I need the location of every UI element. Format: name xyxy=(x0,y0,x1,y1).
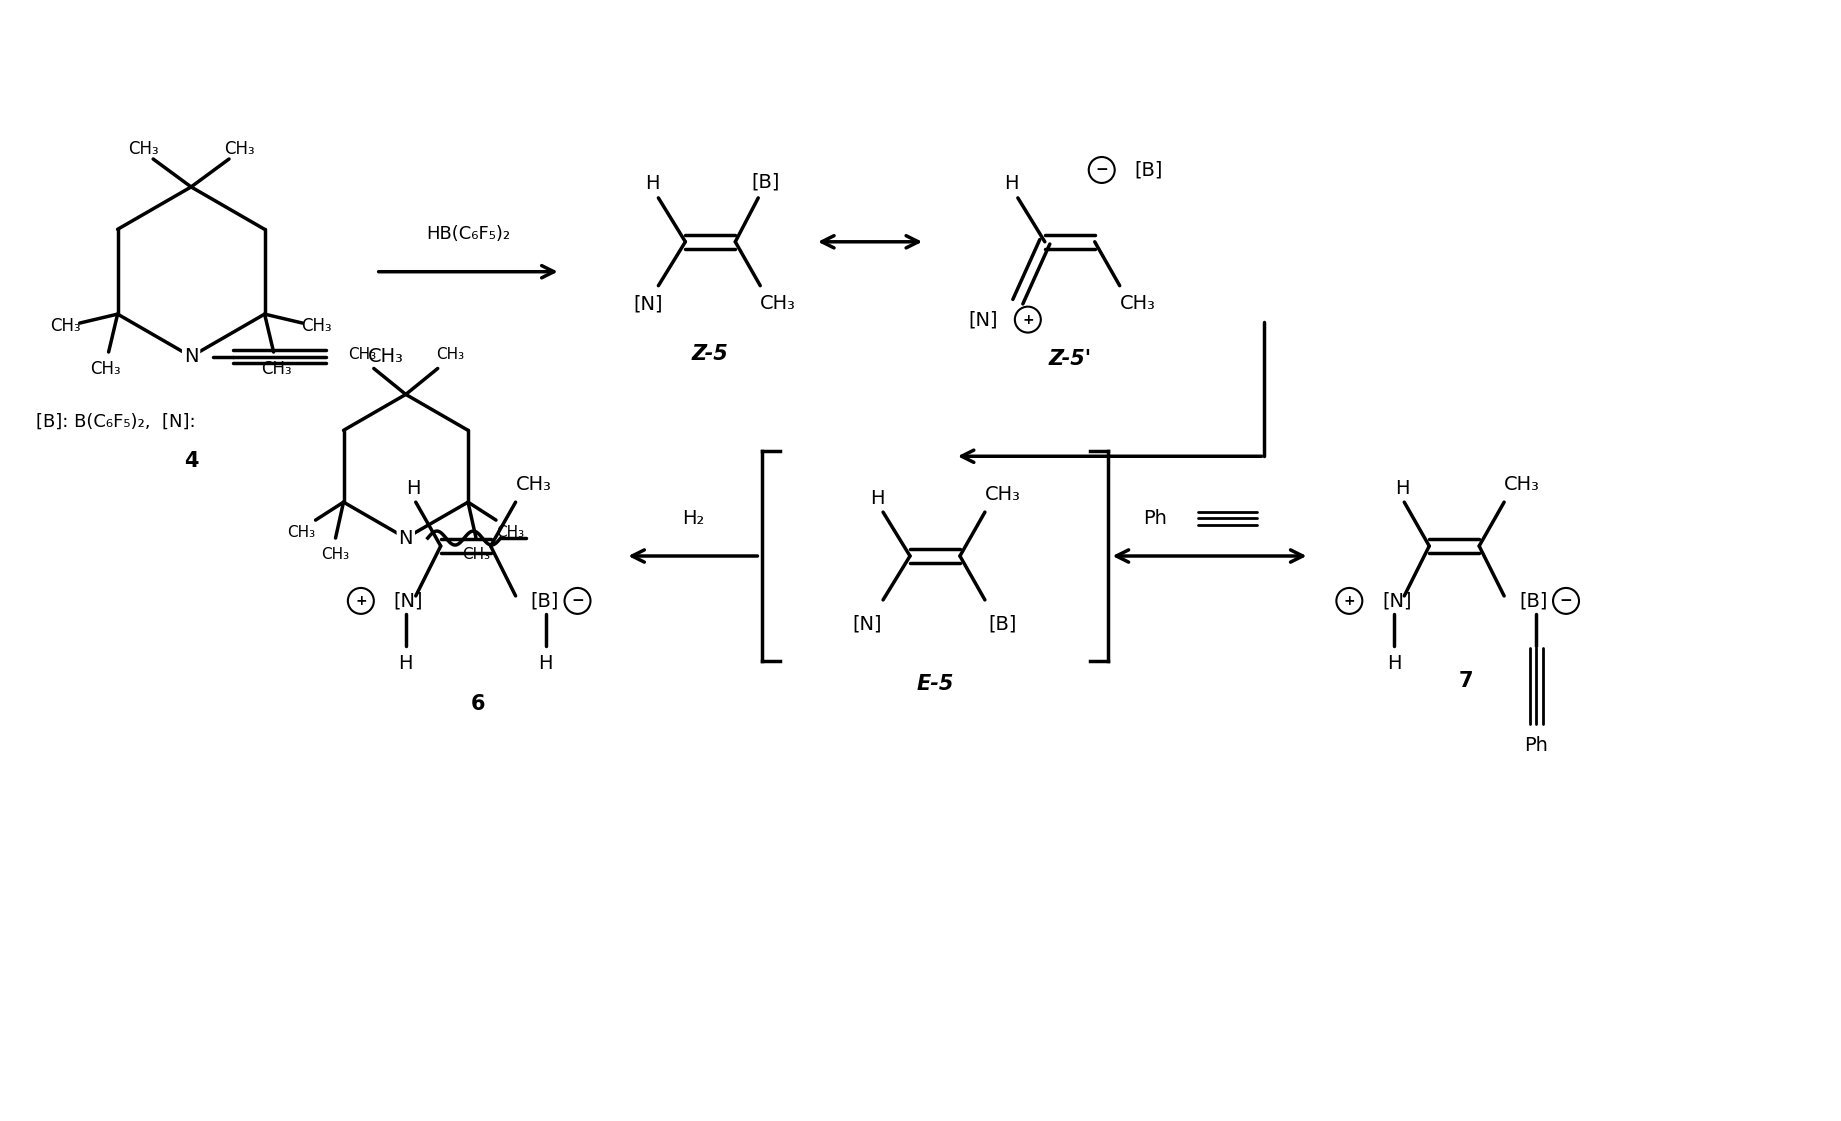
Text: [B]: B(C₆F₅)₂,  [N]:: [B]: B(C₆F₅)₂, [N]: xyxy=(37,413,195,430)
Text: −: − xyxy=(1559,593,1572,609)
Text: H: H xyxy=(398,655,412,674)
Text: H: H xyxy=(1386,655,1401,674)
Text: [B]: [B] xyxy=(989,614,1016,633)
Text: [N]: [N] xyxy=(394,592,423,611)
Text: [N]: [N] xyxy=(852,614,882,633)
Text: [N]: [N] xyxy=(633,294,663,313)
Text: H: H xyxy=(1005,175,1020,194)
Text: CH₃: CH₃ xyxy=(261,360,293,378)
Text: H: H xyxy=(538,655,552,674)
Text: −: − xyxy=(1095,163,1108,177)
Text: 4: 4 xyxy=(184,452,199,471)
Text: Z-5: Z-5 xyxy=(692,343,729,363)
Text: +: + xyxy=(1022,313,1033,326)
Text: [N]: [N] xyxy=(968,311,998,330)
Text: CH₃: CH₃ xyxy=(495,525,525,539)
Text: H: H xyxy=(407,479,422,498)
Text: Ph: Ph xyxy=(1524,736,1548,756)
Text: CH₃: CH₃ xyxy=(985,484,1020,503)
Text: N: N xyxy=(184,348,199,367)
Text: [B]: [B] xyxy=(530,592,560,611)
Text: CH₃: CH₃ xyxy=(287,525,315,539)
Text: [N]: [N] xyxy=(1383,592,1412,611)
Text: CH₃: CH₃ xyxy=(515,474,552,493)
Text: CH₃: CH₃ xyxy=(760,294,795,313)
Text: H: H xyxy=(1395,479,1410,498)
Text: H₂: H₂ xyxy=(681,509,703,528)
Text: CH₃: CH₃ xyxy=(1504,474,1541,493)
Text: CH₃: CH₃ xyxy=(322,547,350,562)
Text: CH₃: CH₃ xyxy=(302,317,331,335)
Text: CH₃: CH₃ xyxy=(127,140,158,158)
Text: H: H xyxy=(869,489,884,508)
Text: E-5: E-5 xyxy=(917,674,954,694)
Text: CH₃: CH₃ xyxy=(90,360,122,378)
Text: CH₃: CH₃ xyxy=(462,547,490,562)
Text: 6: 6 xyxy=(471,694,484,714)
Text: CH₃: CH₃ xyxy=(368,348,403,367)
Text: [B]: [B] xyxy=(751,173,779,192)
Text: N: N xyxy=(398,529,412,547)
Text: −: − xyxy=(571,593,584,609)
Text: 7: 7 xyxy=(1458,670,1473,691)
Text: CH₃: CH₃ xyxy=(436,348,464,362)
Text: CH₃: CH₃ xyxy=(50,317,81,335)
Text: HB(C₆F₅)₂: HB(C₆F₅)₂ xyxy=(425,225,510,243)
Text: [B]: [B] xyxy=(1134,160,1164,179)
Text: H: H xyxy=(644,175,659,194)
Text: Ph: Ph xyxy=(1143,509,1167,528)
Text: +: + xyxy=(1344,594,1355,608)
Text: CH₃: CH₃ xyxy=(225,140,254,158)
Text: [B]: [B] xyxy=(1519,592,1548,611)
Text: +: + xyxy=(355,594,366,608)
Text: CH₃: CH₃ xyxy=(1119,294,1156,313)
Text: Z-5': Z-5' xyxy=(1048,350,1092,370)
Text: CH₃: CH₃ xyxy=(348,348,376,362)
